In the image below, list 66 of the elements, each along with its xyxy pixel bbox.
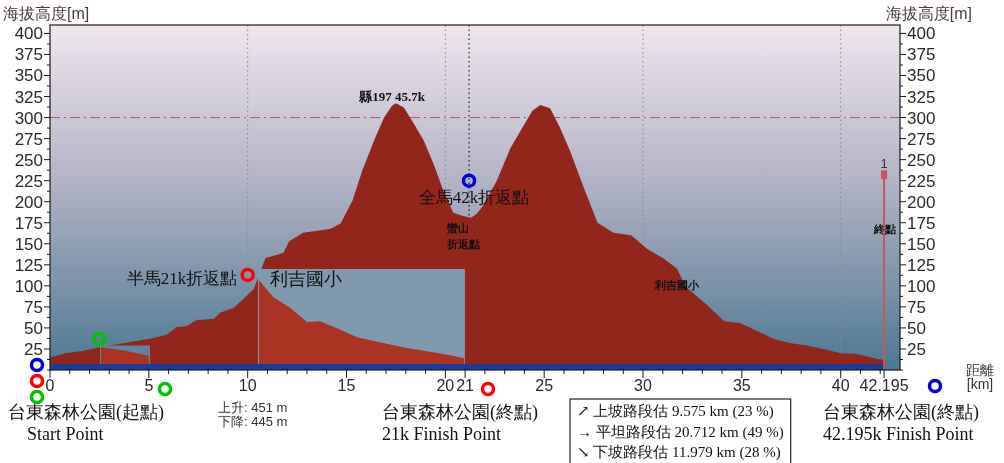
y-tick-label: 25 (24, 339, 43, 359)
y-tick-label: 75 (24, 297, 43, 317)
y-tick-label: 275 (14, 129, 43, 149)
x-tick-label: 35 (732, 376, 751, 394)
point (240, 267, 255, 283)
text: 台東森林公園(起點) (8, 402, 164, 423)
y-tick-label: 50 (24, 318, 43, 338)
y-tick-label: 325 (14, 87, 43, 107)
x-tick-label: 0 (45, 376, 55, 394)
y2-tick-label: 400 (907, 23, 936, 43)
text: 下降: 445 m (218, 414, 288, 429)
point (92, 331, 107, 347)
y2-tick-label: 275 (907, 129, 936, 149)
y2-tick-label: 250 (907, 150, 936, 170)
text: ↗ 上坡路段估 9.575 km (23 %) (577, 403, 774, 420)
text: Start Point (27, 424, 104, 444)
x-tick-label: 5 (144, 376, 154, 394)
y2-tick-label: 50 (907, 318, 926, 338)
y-tick-label: 250 (14, 150, 43, 170)
y2-tick-label: 200 (907, 192, 936, 212)
annotation: 縣197 45.7k (358, 88, 426, 104)
text: 42.195k Finish Point (823, 424, 974, 444)
x-tick-label: 21 (456, 376, 475, 394)
y-tick-label: 150 (14, 234, 43, 254)
y-tick-label: 125 (14, 255, 43, 275)
y2-tick-label: 25 (907, 339, 926, 359)
text: 21k Finish Point (382, 424, 502, 444)
annotation: 利吉國小 (270, 269, 342, 289)
x-tick-label: 10 (238, 376, 257, 394)
text: 上升: 451 m (218, 400, 288, 415)
x-axis-title: 距離 [km] (966, 361, 994, 393)
x-tick-label: 42.195 (859, 376, 909, 394)
y2-tick-label: 100 (907, 276, 936, 296)
y2-tick-label: 350 (907, 65, 936, 85)
y-tick-label: 300 (14, 108, 43, 128)
x-tick-label: 25 (535, 376, 554, 394)
y2-tick-label: 125 (907, 255, 936, 275)
y2-tick-label: 300 (907, 108, 936, 128)
x-tick-label: 15 (337, 376, 356, 394)
y-tick-label: 175 (14, 213, 43, 233)
text: 台東森林公園(終點) (823, 402, 979, 423)
y2-tick-label: 175 (907, 213, 936, 233)
y-tick-label: 100 (14, 276, 43, 296)
y2-tick-label: 150 (907, 234, 936, 254)
y2-tick-label: 225 (907, 171, 936, 191)
y-tick-label: 200 (14, 192, 43, 212)
y2-axis-title: 海拔高度[m] (885, 5, 972, 22)
y2-tick-label: 375 (907, 44, 936, 64)
y-axis-title: 海拔高度[m] (3, 5, 90, 22)
point (461, 173, 477, 188)
annotation: 蠻山折返點 (446, 222, 480, 250)
y-tick-label: 400 (14, 23, 43, 43)
text: → 平坦路段估 20.712 km (49 %) (577, 424, 784, 441)
text: ↘ 下坡路段估 11.979 km (28 %) (577, 444, 781, 461)
y2-tick-label: 325 (907, 87, 936, 107)
point (881, 170, 888, 180)
annotation: 1 (880, 155, 888, 171)
y-tick-label: 350 (14, 65, 43, 85)
y-tick-label: 375 (14, 44, 43, 64)
x-tick-label: 20 (436, 376, 455, 394)
text: 台東森林公園(終點) (382, 402, 538, 423)
y-tick-label: 225 (14, 171, 43, 191)
x-tick-label: 40 (831, 376, 850, 394)
x-tick-label: 30 (634, 376, 653, 394)
annotation: 半馬21k折返點 (126, 268, 238, 288)
y2-tick-label: 75 (907, 297, 926, 317)
